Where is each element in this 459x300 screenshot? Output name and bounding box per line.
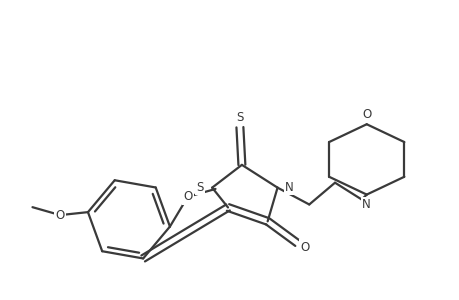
Text: O: O [300,241,309,254]
Text: N: N [285,181,293,194]
Text: O: O [56,208,65,222]
Text: S: S [196,181,203,194]
Text: O: O [361,108,370,121]
Text: O: O [183,190,192,203]
Text: S: S [236,111,243,124]
Text: N: N [362,198,370,211]
